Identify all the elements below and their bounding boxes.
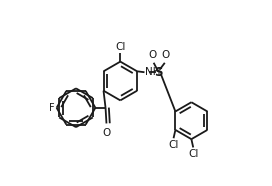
Text: F: F bbox=[49, 103, 54, 113]
Text: O: O bbox=[148, 50, 156, 60]
Text: Cl: Cl bbox=[168, 140, 179, 150]
Text: Cl: Cl bbox=[188, 149, 198, 159]
Text: S: S bbox=[154, 66, 163, 79]
Text: O: O bbox=[162, 50, 170, 60]
Text: O: O bbox=[102, 128, 111, 137]
Text: Cl: Cl bbox=[115, 42, 125, 52]
Text: NH: NH bbox=[146, 67, 161, 77]
